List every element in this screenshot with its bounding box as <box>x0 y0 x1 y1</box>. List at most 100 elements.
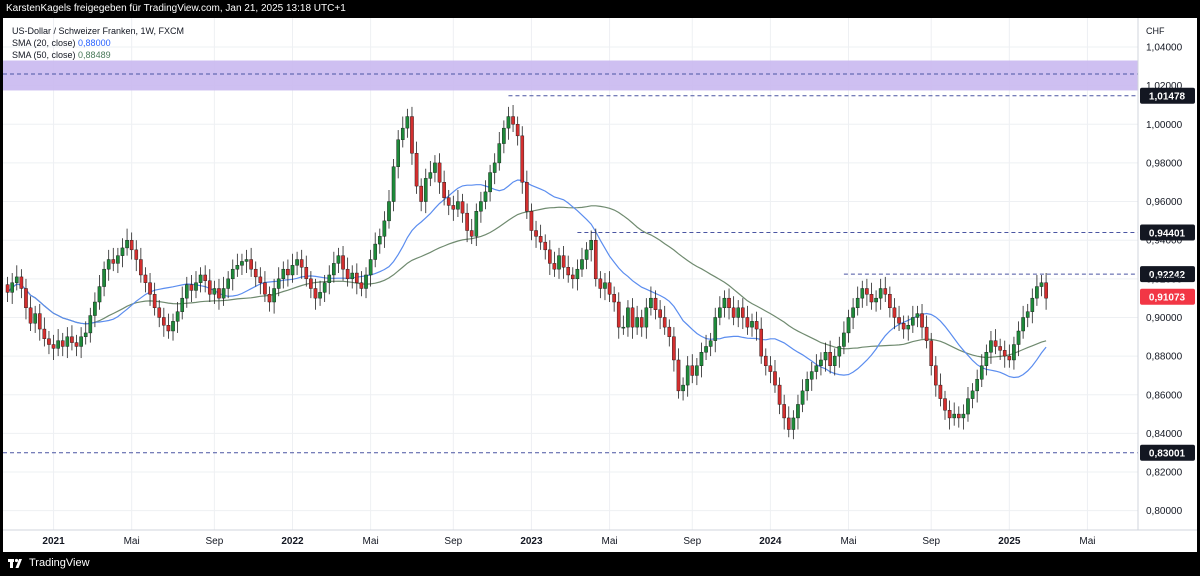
candle-body <box>511 116 515 125</box>
candle-body <box>626 307 630 328</box>
candle-body <box>373 243 378 260</box>
legend-sma20[interactable]: SMA (20, close) 0,88000 <box>12 37 184 49</box>
candle-body <box>1012 344 1016 361</box>
candle-body <box>851 307 855 318</box>
candle-body <box>842 332 846 347</box>
candle-body <box>791 417 796 430</box>
candle-body <box>387 201 391 222</box>
candle-body <box>97 286 102 303</box>
x-tick-label: Sep <box>205 536 223 547</box>
price-chart[interactable]: 1,01478 0,94401 0,92242 0,83001 1,04000 1,02… <box>3 18 1197 552</box>
candle-body <box>465 212 469 231</box>
level-label: 0,83001 <box>1149 449 1186 460</box>
chart-area[interactable]: 1,01478 0,94401 0,92242 0,83001 1,04000 1,02… <box>3 18 1197 552</box>
candle-body <box>148 282 152 295</box>
candle-body <box>437 162 442 183</box>
candle-body <box>575 268 580 280</box>
candle-body <box>915 313 920 318</box>
level-lines: 1,01478 0,94401 0,92242 0,83001 <box>3 87 1195 461</box>
candle-body <box>240 261 244 266</box>
candle-body <box>621 326 626 329</box>
candle-body <box>860 288 865 299</box>
candle-body <box>446 197 451 206</box>
candle-body <box>272 288 276 303</box>
candle-body <box>998 346 1002 351</box>
candle-body <box>966 398 970 415</box>
x-tick-label: 2025 <box>998 536 1021 547</box>
candle-body <box>414 153 419 187</box>
candle-body <box>263 282 267 295</box>
candle-body <box>479 201 483 212</box>
x-tick-label: Sep <box>444 536 462 547</box>
candle-body <box>322 282 327 293</box>
tradingview-logo[interactable]: TradingView <box>8 557 90 569</box>
candle-body <box>672 336 676 361</box>
candle-body <box>253 268 258 278</box>
candle-body <box>961 413 966 419</box>
candle-body <box>79 336 83 347</box>
candle-body <box>713 317 718 341</box>
candle-body <box>731 307 736 318</box>
candle-body <box>83 332 88 337</box>
level-label: 0,92242 <box>1149 270 1186 281</box>
candle-body <box>520 135 525 183</box>
candle-body <box>10 282 14 293</box>
candle-body <box>832 355 837 366</box>
candle-body <box>741 307 745 318</box>
resistance-zone <box>3 60 1138 91</box>
candle-body <box>1030 297 1035 312</box>
candle-body <box>653 297 658 310</box>
level-label-bg <box>1140 224 1195 241</box>
candle-body <box>782 404 786 419</box>
candle-body <box>212 288 217 295</box>
level-label: 1,01478 <box>1149 92 1186 103</box>
candle-body <box>529 211 534 231</box>
candle-body <box>878 288 883 299</box>
candle-body <box>180 297 185 312</box>
candle-body <box>235 265 240 270</box>
candle-body <box>1035 286 1039 299</box>
legend-symbol[interactable]: US-Dollar / Schweizer Franken, 1W, FXCM <box>12 26 185 36</box>
candle-body <box>400 127 405 140</box>
candle-body <box>809 371 814 380</box>
candle-body <box>474 211 479 237</box>
time-axis: 2021 Mai Sep 2022 Mai Sep 2023 Mai Sep 2024 Mai Sep… <box>3 529 1197 547</box>
y-tick-label: 0,96000 <box>1146 197 1183 208</box>
footer-bar: TradingView <box>0 552 1200 576</box>
candle-body <box>975 379 979 392</box>
candle-body <box>364 274 368 289</box>
candle-body <box>616 301 621 328</box>
candle-body <box>336 255 341 264</box>
candle-body <box>892 307 897 318</box>
candle-body <box>198 274 203 283</box>
legend-sma50[interactable]: SMA (50, close) 0,88489 <box>12 49 184 61</box>
candle-body <box>515 124 520 137</box>
candle-body <box>290 265 295 276</box>
level-label-bg <box>1140 87 1195 104</box>
candle-body <box>14 276 19 283</box>
candle-body <box>745 317 750 328</box>
last-price-label-bg <box>1140 288 1195 305</box>
candle-body <box>956 413 961 419</box>
candle-body <box>221 288 226 299</box>
candle-body <box>570 274 575 280</box>
candle-body <box>984 352 989 366</box>
grid <box>3 18 1138 530</box>
candle-body <box>345 268 350 280</box>
candle-body <box>51 344 56 349</box>
candle-body <box>33 313 37 324</box>
candle-body <box>5 284 10 293</box>
candle-body <box>309 278 313 289</box>
candle-body <box>561 255 566 268</box>
y-tick-label: 1,02000 <box>1146 81 1183 92</box>
candle-body <box>502 127 506 144</box>
candle-body <box>1044 282 1048 299</box>
candle-body <box>116 255 120 264</box>
candle-body <box>299 259 304 268</box>
candle-body <box>65 336 70 347</box>
candle-body <box>722 297 727 309</box>
candle-body <box>708 340 713 347</box>
candle-body <box>1025 311 1030 318</box>
candle-body <box>612 294 616 303</box>
candle-body <box>727 297 731 309</box>
